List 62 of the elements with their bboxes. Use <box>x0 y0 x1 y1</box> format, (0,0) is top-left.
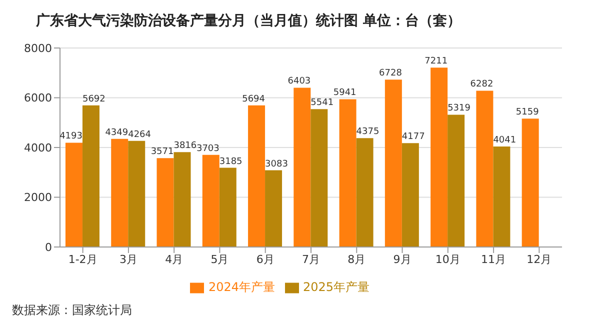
data-label: 4193 <box>60 132 82 142</box>
bar <box>111 138 128 247</box>
y-tick-label: 0 <box>45 240 52 254</box>
data-label: 5541 <box>310 98 334 108</box>
data-label: 3185 <box>219 156 242 167</box>
bar <box>265 170 282 247</box>
bar <box>476 90 494 247</box>
bar <box>128 140 146 247</box>
data-label: 7211 <box>424 56 448 67</box>
x-tick-label: 1-2月 <box>68 252 98 266</box>
x-tick-label: 3月 <box>119 252 138 266</box>
x-tick-label: 10月 <box>435 252 460 266</box>
x-tick-label: 5月 <box>210 252 229 266</box>
data-label: 3703 <box>196 144 220 154</box>
legend-label: 2024年产量 <box>208 280 275 294</box>
y-tick-label: 6000 <box>24 92 52 105</box>
bar <box>156 158 174 247</box>
bar <box>219 168 236 247</box>
bar <box>384 80 402 247</box>
bar <box>65 142 82 247</box>
data-label: 6728 <box>379 68 402 79</box>
chart-title: 广东省大气污染防治设备产量分月（当月值）统计图 单位：台（套） <box>34 12 462 31</box>
data-label: 3816 <box>174 141 197 152</box>
bar <box>174 152 191 247</box>
source-note: 数据来源：国家统计局 <box>12 303 132 317</box>
bar <box>522 118 539 247</box>
data-label: 3083 <box>265 159 288 170</box>
y-tick-label: 2000 <box>24 191 52 204</box>
bar <box>82 105 100 247</box>
bar <box>202 154 220 247</box>
bar <box>310 109 328 247</box>
data-label: 5159 <box>516 108 540 118</box>
legend-label: 2025年产量 <box>303 280 370 294</box>
x-tick-label: 11月 <box>481 252 506 266</box>
data-label: 5941 <box>333 88 356 98</box>
data-label: 4264 <box>128 130 152 140</box>
data-label: 4349 <box>105 128 128 138</box>
data-label: 6282 <box>470 80 494 90</box>
data-label: 5692 <box>82 94 106 104</box>
y-tick-label: 8000 <box>24 42 52 55</box>
data-label: 3571 <box>150 147 174 158</box>
data-label: 4041 <box>493 135 516 146</box>
bar <box>294 88 311 247</box>
data-label: 5319 <box>448 104 471 114</box>
x-tick-label: 4月 <box>165 252 184 266</box>
data-label: 4375 <box>356 127 380 138</box>
data-label: 5694 <box>242 94 266 104</box>
x-tick-label: 12月 <box>526 252 552 266</box>
x-tick-label: 8月 <box>348 252 366 266</box>
bar <box>248 105 266 247</box>
bar <box>356 138 374 247</box>
x-tick-label: 7月 <box>302 252 320 266</box>
data-label: 4177 <box>402 132 425 142</box>
bar <box>402 143 419 247</box>
data-label: 6403 <box>288 76 311 87</box>
bar <box>493 146 510 247</box>
x-tick-label: 9月 <box>393 252 412 266</box>
x-tick-label: 6月 <box>256 252 274 266</box>
bar <box>430 68 448 247</box>
bar <box>448 114 465 247</box>
bar <box>339 99 356 247</box>
y-tick-label: 4000 <box>24 141 52 154</box>
